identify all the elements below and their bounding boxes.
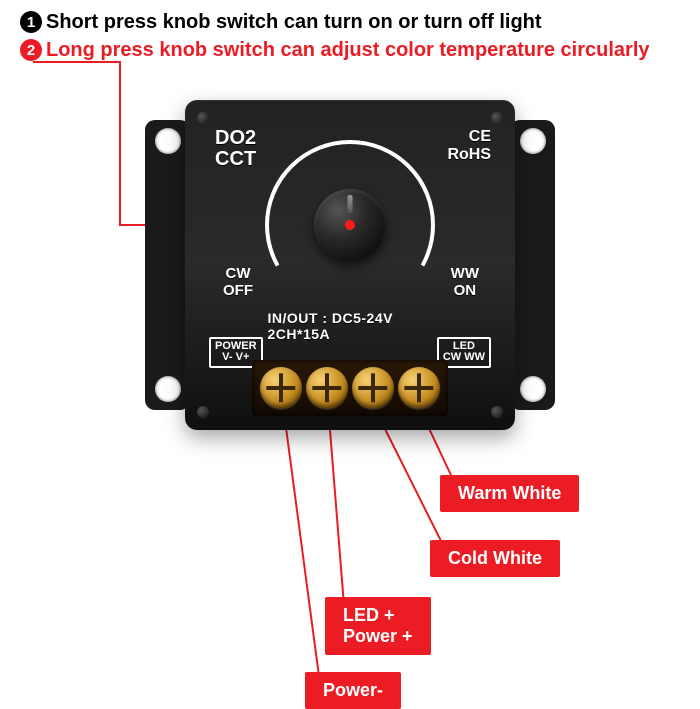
- cw-label: CW: [226, 265, 251, 282]
- case-screw: [197, 406, 209, 418]
- cert-line2: RoHS: [447, 146, 491, 163]
- spec-label: IN/OUT : DC5-24V 2CH*15A: [268, 310, 433, 342]
- ww-on-label: WW ON: [451, 265, 479, 299]
- device: DO2 CCT CE RoHS CW OFF WW ON IN/OUT : DC…: [145, 100, 555, 430]
- dial-area: [265, 140, 435, 310]
- instruction-text-1: Short press knob switch can turn on or t…: [46, 8, 542, 36]
- knob-indicator-dot: [345, 220, 355, 230]
- callout-power-minus: Power-: [305, 672, 401, 709]
- ww-label: WW: [451, 265, 479, 282]
- mount-bracket-left: [145, 120, 190, 410]
- mount-hole: [155, 128, 181, 154]
- instruction-num-1: 1: [20, 11, 42, 33]
- instruction-1: 1 Short press knob switch can turn on or…: [20, 8, 650, 36]
- mount-hole: [155, 376, 181, 402]
- callout-led-power-plus: LED + Power +: [325, 597, 431, 655]
- led-box-line1: LED: [453, 340, 475, 352]
- mount-hole: [520, 128, 546, 154]
- cert-line1: CE: [469, 128, 491, 145]
- terminal-screw-1[interactable]: [260, 367, 302, 409]
- callout-warm-white: Warm White: [440, 475, 579, 512]
- model-line2: CCT: [215, 148, 256, 170]
- led-box-line2: CW WW: [443, 351, 485, 363]
- model-line1: DO2: [215, 127, 256, 149]
- power-box-line2: V- V+: [222, 351, 249, 363]
- on-label: ON: [454, 282, 477, 299]
- instruction-text-2: Long press knob switch can adjust color …: [46, 36, 650, 64]
- instruction-num-2: 2: [20, 39, 42, 61]
- off-label: OFF: [223, 282, 253, 299]
- instruction-block: 1 Short press knob switch can turn on or…: [20, 8, 650, 64]
- terminal-screw-4[interactable]: [398, 367, 440, 409]
- terminal-block: [252, 360, 448, 416]
- device-body: DO2 CCT CE RoHS CW OFF WW ON IN/OUT : DC…: [185, 100, 515, 430]
- callout-cold-white: Cold White: [430, 540, 560, 577]
- cert-label: CE RoHS: [447, 128, 491, 163]
- mount-hole: [520, 376, 546, 402]
- cw-off-label: CW OFF: [223, 265, 253, 299]
- model-label: DO2 CCT: [215, 128, 256, 170]
- case-screw: [491, 406, 503, 418]
- terminal-screw-3[interactable]: [352, 367, 394, 409]
- terminal-screw-2[interactable]: [306, 367, 348, 409]
- power-box-line1: POWER: [215, 340, 257, 352]
- mount-bracket-right: [510, 120, 555, 410]
- instruction-2: 2 Long press knob switch can adjust colo…: [20, 36, 650, 64]
